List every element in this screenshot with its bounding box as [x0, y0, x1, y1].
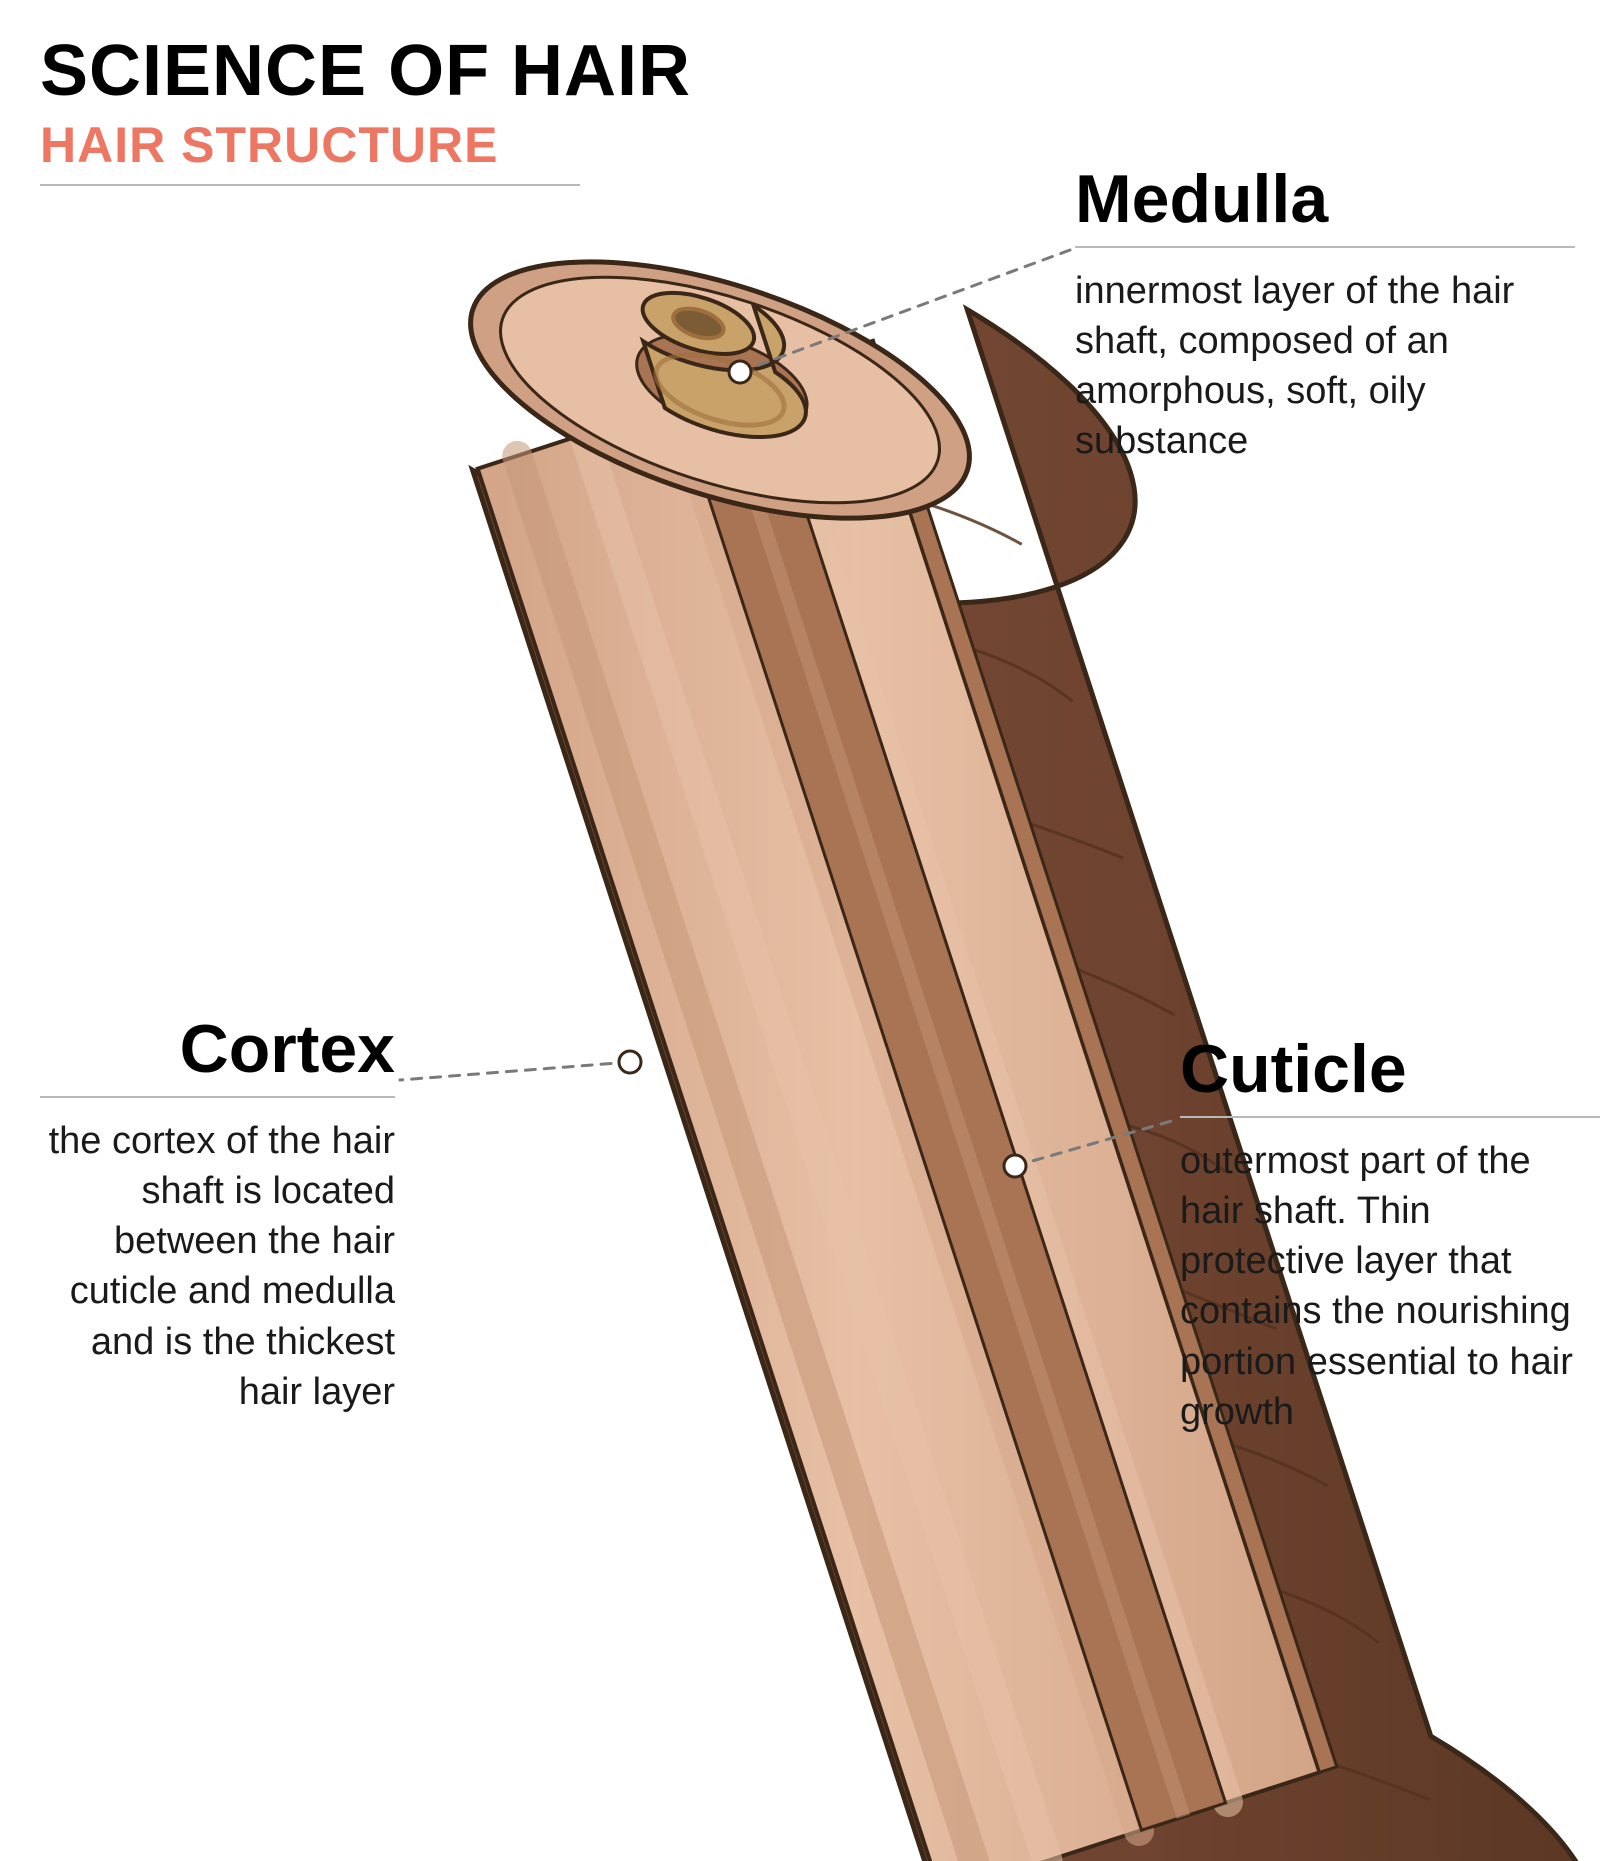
callout-medulla-desc: innermost layer of the hair shaft, compo…: [1075, 266, 1575, 467]
callout-cuticle: Cuticle outermost part of the hair shaft…: [1180, 1030, 1600, 1437]
callout-rule: [1180, 1116, 1600, 1118]
callout-cortex-desc: the cortex of the hair shaft is located …: [40, 1116, 395, 1417]
callout-rule: [40, 1096, 395, 1098]
callout-medulla-title: Medulla: [1075, 160, 1575, 238]
callout-cortex-title: Cortex: [40, 1010, 395, 1088]
callout-cortex: Cortex the cortex of the hair shaft is l…: [40, 1010, 395, 1417]
callout-rule: [1075, 246, 1575, 248]
callout-cuticle-desc: outermost part of the hair shaft. Thin p…: [1180, 1136, 1600, 1437]
callout-medulla: Medulla innermost layer of the hair shaf…: [1075, 160, 1575, 467]
callout-cuticle-title: Cuticle: [1180, 1030, 1600, 1108]
